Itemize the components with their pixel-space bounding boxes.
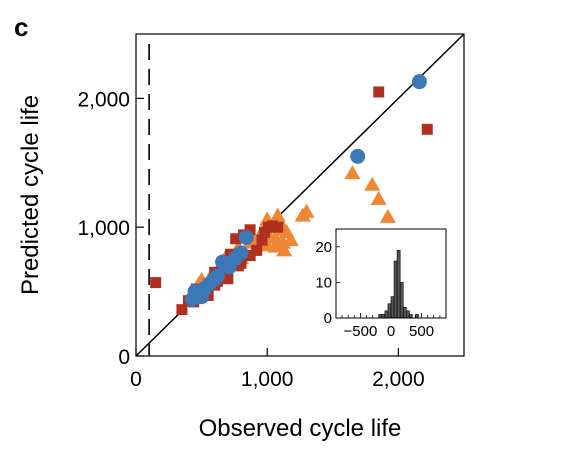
data-point-triangle: [379, 208, 396, 223]
main-plot-frame: [135, 33, 465, 357]
data-point-triangle: [276, 242, 293, 257]
inset-x-tick-label: 0: [387, 323, 395, 340]
data-point-square: [222, 273, 234, 285]
data-point-triangle: [294, 207, 311, 222]
data-point-circle: [350, 148, 366, 164]
histogram-bar: [402, 307, 407, 319]
histogram-bar: [399, 282, 404, 319]
histogram-bar: [396, 250, 401, 319]
data-point-square: [256, 234, 268, 246]
data-point-triangle: [267, 238, 284, 253]
x-tick-label: 0: [130, 368, 142, 391]
histogram-bar: [409, 314, 413, 319]
data-point-square: [244, 250, 256, 262]
data-point-triangle: [344, 165, 361, 180]
histogram-bar: [415, 314, 419, 319]
data-point-triangle: [364, 176, 381, 191]
histogram-bar: [405, 310, 410, 319]
histogram-bar: [384, 310, 389, 319]
inset-y-tick-label: 10: [315, 274, 332, 291]
inset-histogram: −500 0 500 0 10 20: [315, 239, 441, 340]
inset-x-tick-label: 500: [409, 323, 434, 340]
x-tick-label: 2,000: [372, 368, 425, 391]
data-point-square: [272, 221, 284, 233]
histogram-bar: [378, 314, 383, 319]
histogram-bar: [387, 303, 392, 319]
data-point-square: [251, 244, 263, 256]
histogram-bar: [393, 260, 398, 319]
y-axis-label: Predicted cycle life: [17, 95, 44, 295]
data-point-square: [176, 304, 188, 316]
y-tick-label: 0: [118, 346, 130, 369]
data-point-square: [421, 123, 433, 135]
main-axis-ticks: 0 1,000 2,000 0 1,000 2,000: [77, 88, 424, 391]
data-point-square: [244, 224, 256, 236]
data-point-square: [259, 226, 271, 238]
histogram-bar: [381, 314, 386, 319]
data-point-circle: [233, 245, 249, 261]
inset-y-tick-label: 20: [315, 239, 332, 256]
data-point-circle: [194, 289, 210, 305]
x-axis-label: Observed cycle life: [199, 415, 402, 442]
data-point-triangle: [282, 232, 299, 247]
inset-x-tick-label: −500: [344, 323, 378, 340]
inset-frame: [335, 228, 447, 319]
data-point-triangle: [370, 190, 387, 205]
y-tick-label: 2,000: [77, 88, 130, 111]
panel-label: c: [14, 12, 28, 42]
data-point-circle: [411, 74, 427, 90]
histogram-bar: [390, 296, 395, 319]
data-point-square: [150, 277, 162, 289]
data-point-circle: [238, 230, 254, 246]
x-tick-label: 1,000: [241, 368, 294, 391]
inset-y-tick-label: 0: [324, 310, 332, 327]
data-point-square: [230, 233, 242, 245]
data-point-square: [373, 86, 385, 98]
y-tick-label: 1,000: [77, 217, 130, 240]
data-point-circle: [209, 268, 225, 284]
scatter-points: [150, 74, 433, 316]
